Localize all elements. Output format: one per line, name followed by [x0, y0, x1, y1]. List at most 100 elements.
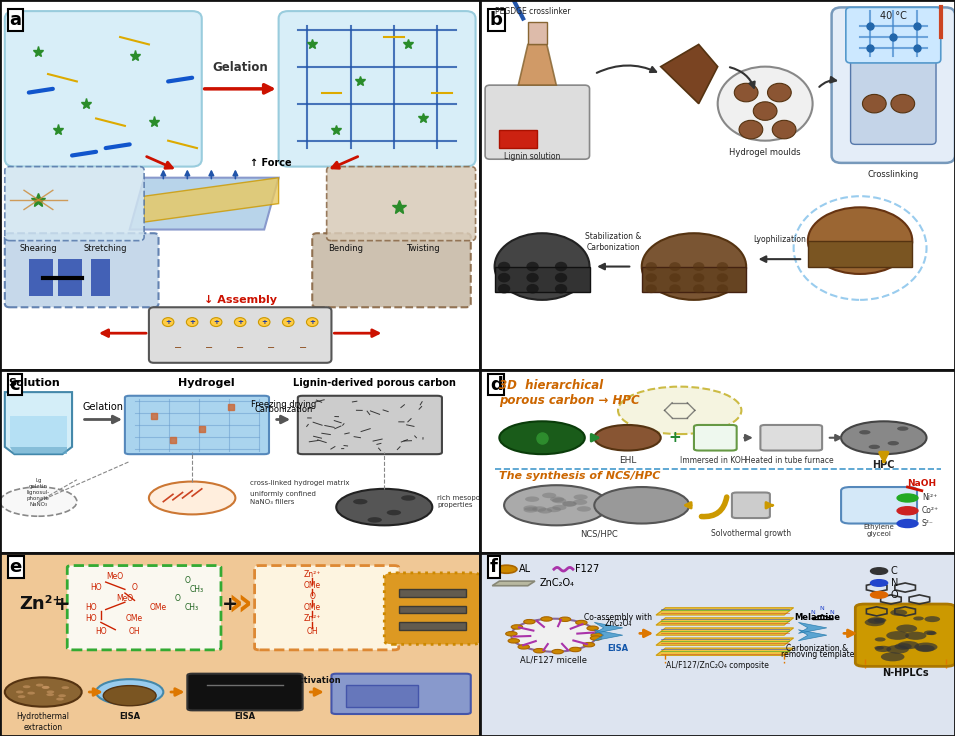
Circle shape — [550, 497, 564, 502]
Circle shape — [718, 67, 813, 141]
Text: Immersed in KOH: Immersed in KOH — [680, 456, 746, 465]
Circle shape — [401, 495, 415, 500]
Circle shape — [353, 499, 368, 504]
Circle shape — [562, 501, 577, 506]
Text: d: d — [490, 375, 502, 394]
Circle shape — [841, 421, 926, 454]
Text: ↓ Assembly: ↓ Assembly — [203, 295, 277, 305]
Circle shape — [875, 637, 885, 642]
Circle shape — [773, 120, 796, 139]
Circle shape — [693, 284, 705, 293]
Text: +: + — [262, 319, 267, 325]
Polygon shape — [519, 44, 557, 85]
Text: O: O — [132, 583, 138, 592]
Text: Heated in tube furnace: Heated in tube furnace — [745, 456, 833, 465]
FancyBboxPatch shape — [255, 565, 398, 650]
Text: removing template: removing template — [780, 650, 854, 659]
Circle shape — [734, 83, 758, 102]
Text: S²⁻: S²⁻ — [922, 519, 934, 528]
Text: Gelation: Gelation — [83, 402, 124, 412]
Circle shape — [587, 626, 599, 631]
Text: C: C — [891, 566, 898, 576]
Text: Lg
gelatin
lignosul-
phonate
NaNO₃: Lg gelatin lignosul- phonate NaNO₃ — [27, 478, 50, 506]
Circle shape — [669, 284, 681, 293]
Circle shape — [555, 262, 567, 272]
Text: f: f — [490, 558, 498, 576]
Circle shape — [739, 120, 763, 139]
Text: HO: HO — [96, 627, 107, 636]
Circle shape — [210, 318, 222, 327]
Text: Solution: Solution — [8, 378, 59, 388]
Polygon shape — [642, 266, 746, 292]
Polygon shape — [808, 241, 912, 266]
Text: O: O — [184, 576, 190, 584]
Text: 3D  hierarchical: 3D hierarchical — [499, 379, 604, 392]
Text: Hydrogel: Hydrogel — [179, 378, 235, 388]
Text: Carbonization: Carbonization — [254, 405, 312, 414]
Circle shape — [577, 506, 591, 512]
Text: Shearing: Shearing — [20, 244, 57, 253]
Circle shape — [498, 262, 510, 272]
Text: Ni²⁺: Ni²⁺ — [922, 493, 937, 503]
Circle shape — [560, 617, 571, 621]
Polygon shape — [656, 648, 794, 655]
Circle shape — [576, 620, 587, 625]
Circle shape — [234, 318, 246, 327]
Text: Zn²⁺: Zn²⁺ — [304, 570, 321, 579]
Circle shape — [162, 318, 174, 327]
Text: OH: OH — [307, 627, 318, 636]
Text: Hydrogel moulds: Hydrogel moulds — [730, 148, 801, 157]
FancyBboxPatch shape — [312, 233, 471, 307]
Text: HO: HO — [85, 615, 97, 623]
Circle shape — [23, 685, 31, 688]
Text: O: O — [891, 590, 899, 600]
Circle shape — [42, 686, 50, 689]
Bar — [29, 259, 53, 296]
Circle shape — [875, 646, 884, 650]
Text: Freezing drying: Freezing drying — [251, 400, 316, 408]
Text: HO: HO — [85, 604, 97, 612]
Circle shape — [891, 94, 915, 113]
Text: +: + — [223, 595, 239, 614]
Circle shape — [518, 645, 529, 649]
Circle shape — [504, 485, 608, 526]
Text: Stretching: Stretching — [84, 244, 127, 253]
Circle shape — [875, 645, 891, 652]
Circle shape — [862, 94, 886, 113]
Text: Gelation: Gelation — [212, 61, 268, 74]
Circle shape — [890, 609, 907, 616]
Text: −: − — [174, 343, 181, 353]
Circle shape — [526, 273, 539, 283]
Circle shape — [61, 686, 69, 689]
Text: +: + — [213, 319, 219, 325]
Circle shape — [871, 580, 887, 587]
FancyBboxPatch shape — [327, 166, 476, 241]
Text: EISA: EISA — [234, 712, 256, 721]
Text: EISA: EISA — [119, 712, 140, 721]
Circle shape — [886, 631, 909, 640]
FancyBboxPatch shape — [694, 425, 736, 450]
Text: OH: OH — [129, 627, 140, 636]
Circle shape — [924, 616, 940, 622]
Polygon shape — [398, 590, 466, 597]
Circle shape — [923, 631, 936, 635]
Circle shape — [871, 592, 887, 598]
Circle shape — [590, 636, 602, 640]
Circle shape — [895, 643, 912, 650]
FancyBboxPatch shape — [5, 233, 159, 307]
Text: »: » — [227, 585, 253, 623]
Circle shape — [693, 262, 705, 271]
Circle shape — [499, 421, 584, 454]
Circle shape — [511, 625, 522, 629]
Text: +: + — [286, 319, 291, 325]
Text: −: − — [236, 343, 244, 353]
Circle shape — [259, 318, 270, 327]
Circle shape — [506, 631, 517, 636]
Text: +: + — [189, 319, 195, 325]
Circle shape — [897, 507, 918, 514]
Text: EHL: EHL — [619, 456, 636, 465]
Circle shape — [574, 495, 587, 500]
Text: rich mesoporous: rich mesoporous — [437, 495, 496, 501]
Polygon shape — [594, 630, 623, 641]
Circle shape — [523, 620, 535, 624]
